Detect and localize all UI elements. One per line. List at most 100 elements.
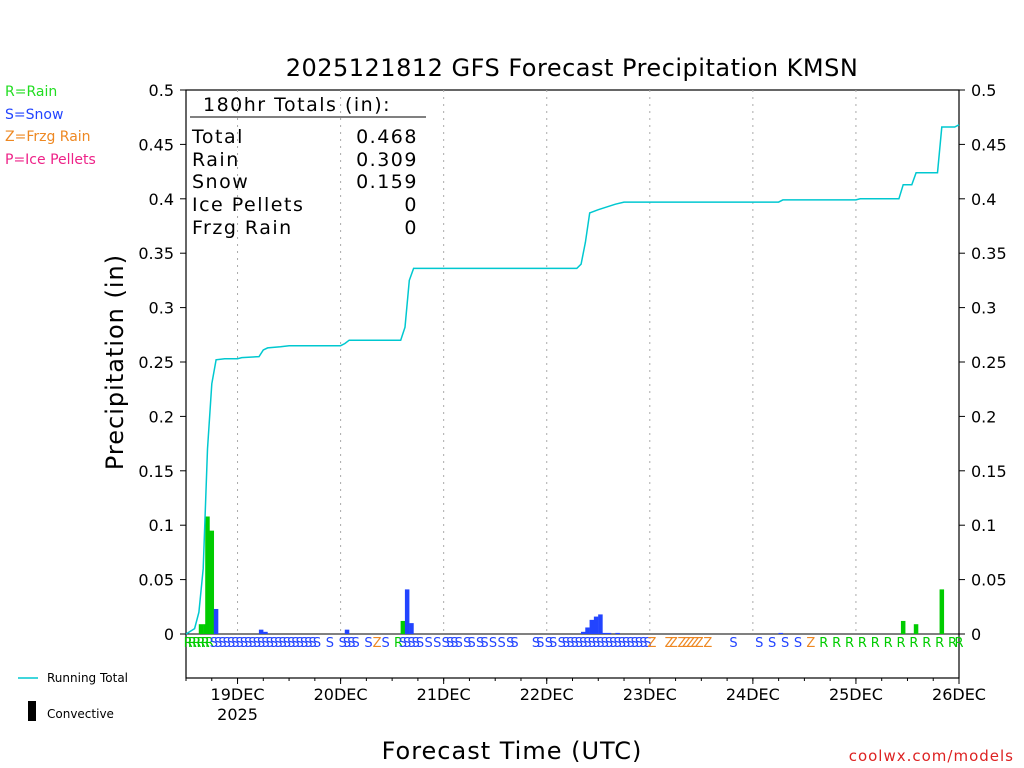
- ptype-marker: S: [403, 636, 411, 651]
- ptype-marker: S: [588, 636, 596, 651]
- y-tick-label-right: 0.25: [971, 353, 1007, 372]
- precip-bars: [198, 516, 945, 634]
- credit-text: coolwx.com/models: [849, 747, 1014, 765]
- ptype-marker: Z: [806, 636, 815, 651]
- precip-bar: [213, 608, 219, 634]
- y-axis-left: 0 0.05 0.1 0.15 0.2 0.25 0.3 0.35 0.4 0.45 0.5: [138, 81, 186, 644]
- ptype-marker: S: [218, 636, 226, 651]
- ptype-marker: S: [463, 636, 471, 651]
- grid-lines: [237, 90, 857, 634]
- precip-bar: [400, 620, 406, 634]
- precip-bar: [598, 614, 603, 634]
- ptype-marker: S: [399, 636, 407, 651]
- ptype-marker: S: [558, 636, 566, 651]
- chart-title: 2025121812 GFS Forecast Precipitation KM…: [286, 54, 859, 82]
- x-tick-label: 25DEC: [829, 685, 883, 704]
- x-tick-label: 24DEC: [726, 685, 780, 704]
- ptype-marker: S: [545, 636, 553, 651]
- y-tick-label: 0.1: [149, 516, 174, 535]
- precip-bar: [593, 616, 599, 634]
- ptype-marker: S: [480, 636, 488, 651]
- ptype-marker: S: [450, 636, 458, 651]
- ptype-marker: S: [506, 636, 514, 651]
- ptype-marker: S: [755, 636, 763, 651]
- ptype-marker: Z: [678, 636, 687, 651]
- ptype-marker: S: [412, 636, 420, 651]
- totals-label-ice: Ice Pellets: [192, 194, 304, 216]
- precip-bar: [258, 629, 264, 634]
- x-axis-title: Forecast Time (UTC): [382, 737, 643, 765]
- ptype-marker: S: [781, 636, 789, 651]
- ptype-marker: S: [442, 636, 450, 651]
- ptype-marker: R: [948, 636, 957, 651]
- ptype-marker: S: [476, 636, 484, 651]
- ptype-marker: R: [897, 636, 906, 651]
- precip-bar: [602, 632, 607, 634]
- totals-value-ice: 0: [404, 194, 418, 216]
- ptype-marker: R: [884, 636, 893, 651]
- ptype-marker: S: [244, 636, 252, 651]
- ptype-marker: Z: [647, 636, 656, 651]
- y-tick-label-right: 0.05: [971, 571, 1007, 590]
- ptype-marker: S: [240, 636, 248, 651]
- ptype-marker: R: [205, 636, 214, 651]
- ptype-marker: Z: [686, 636, 695, 651]
- ptype-marker: S: [794, 636, 802, 651]
- y-tick-label: 0.25: [138, 353, 174, 372]
- y-tick-label-right: 0.3: [971, 299, 996, 318]
- ptype-marker: R: [394, 636, 403, 651]
- totals-label-total: Total: [191, 126, 244, 148]
- legend-snow: S=Snow: [5, 107, 63, 123]
- precip-bar: [913, 624, 919, 634]
- ptype-marker: R: [197, 636, 206, 651]
- ptype-marker: S: [287, 636, 295, 651]
- precip-bar: [615, 632, 620, 634]
- totals-header: 180hr Totals (in):: [203, 94, 391, 116]
- ptype-marker: Z: [695, 636, 704, 651]
- ptype-marker: S: [236, 636, 244, 651]
- ptype-marker: R: [201, 636, 210, 651]
- precip-bar: [606, 632, 612, 634]
- ptype-marker: S: [278, 636, 286, 651]
- ptype-marker: R: [909, 636, 918, 651]
- totals-value-snow: 0.159: [356, 171, 418, 193]
- precip-bar: [209, 530, 215, 634]
- ptype-marker: S: [639, 636, 647, 651]
- ptype-marker: S: [300, 636, 308, 651]
- totals-label-snow: Snow: [192, 171, 249, 193]
- ptype-legend: R=Rain S=Snow Z=Frzg Rain P=Ice Pellets: [5, 84, 96, 168]
- ptype-marker: S: [729, 636, 737, 651]
- ptype-marker: S: [223, 636, 231, 651]
- x-tick-label: 20DEC: [314, 685, 368, 704]
- ptype-marker: S: [768, 636, 776, 651]
- ptype-marker: S: [536, 636, 544, 651]
- ptype-marker: S: [257, 636, 265, 651]
- ptype-marker: S: [622, 636, 630, 651]
- ptype-marker: S: [261, 636, 269, 651]
- ptype-marker: S: [296, 636, 304, 651]
- ptype-marker: R: [935, 636, 944, 651]
- totals-value-total: 0.468: [356, 126, 418, 148]
- totals-value-rain: 0.309: [356, 149, 418, 171]
- legend-frzg-rain: Z=Frzg Rain: [5, 129, 91, 145]
- ptype-marker: S: [635, 636, 643, 651]
- ptype-marker: S: [549, 636, 557, 651]
- precip-bar: [198, 624, 204, 634]
- ptype-marker: R: [192, 636, 201, 651]
- totals-label-rain: Rain: [192, 149, 240, 171]
- precip-bar: [585, 627, 590, 634]
- ptype-marker: R: [922, 636, 931, 651]
- ptype-marker: S: [347, 636, 355, 651]
- ptype-marker: S: [425, 636, 433, 651]
- y-tick-label-right: 0.5: [971, 81, 996, 100]
- running-total-label: Running Total: [47, 671, 128, 685]
- ptype-marker: S: [248, 636, 256, 651]
- precip-bar: [344, 629, 350, 634]
- ptype-marker: S: [532, 636, 540, 651]
- x-tick-label: 19DEC: [211, 685, 265, 704]
- ptype-marker: S: [613, 636, 621, 651]
- ptype-marker: Z: [665, 636, 674, 651]
- ptype-marker: S: [339, 636, 347, 651]
- x-tick-label: 23DEC: [623, 685, 677, 704]
